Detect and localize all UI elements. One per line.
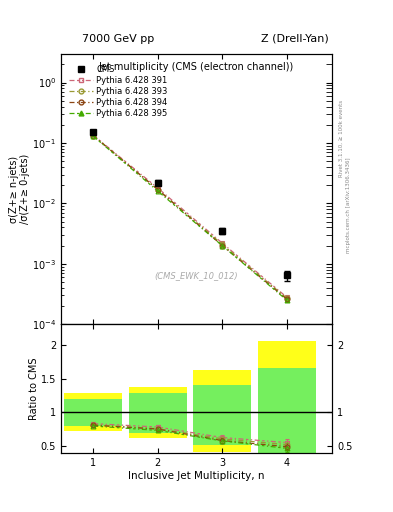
Bar bbox=[64, 393, 122, 432]
Bar bbox=[258, 368, 316, 455]
X-axis label: Inclusive Jet Multiplicity, n: Inclusive Jet Multiplicity, n bbox=[128, 471, 265, 481]
Y-axis label: Ratio to CMS: Ratio to CMS bbox=[29, 357, 39, 420]
Text: Jet multiplicity (CMS (electron channel)): Jet multiplicity (CMS (electron channel)… bbox=[99, 62, 294, 72]
Bar bbox=[258, 341, 316, 461]
Bar bbox=[193, 370, 252, 452]
Text: Rivet 3.1.10, ≥ 100k events: Rivet 3.1.10, ≥ 100k events bbox=[339, 100, 344, 177]
Text: Z (Drell-Yan): Z (Drell-Yan) bbox=[261, 33, 329, 44]
Y-axis label: σ(Z+≥ n-jets)
/σ(Z+≥ 0-jets): σ(Z+≥ n-jets) /σ(Z+≥ 0-jets) bbox=[9, 154, 31, 224]
Text: (CMS_EWK_10_012): (CMS_EWK_10_012) bbox=[155, 271, 238, 280]
Text: 7000 GeV pp: 7000 GeV pp bbox=[82, 33, 154, 44]
Bar bbox=[64, 399, 122, 426]
Bar bbox=[129, 387, 187, 438]
Text: mcplots.cern.ch [arXiv:1306.3436]: mcplots.cern.ch [arXiv:1306.3436] bbox=[346, 157, 351, 252]
Legend: CMS, Pythia 6.428 391, Pythia 6.428 393, Pythia 6.428 394, Pythia 6.428 395: CMS, Pythia 6.428 391, Pythia 6.428 393,… bbox=[68, 63, 169, 120]
Bar bbox=[129, 393, 187, 433]
Bar bbox=[193, 386, 252, 445]
